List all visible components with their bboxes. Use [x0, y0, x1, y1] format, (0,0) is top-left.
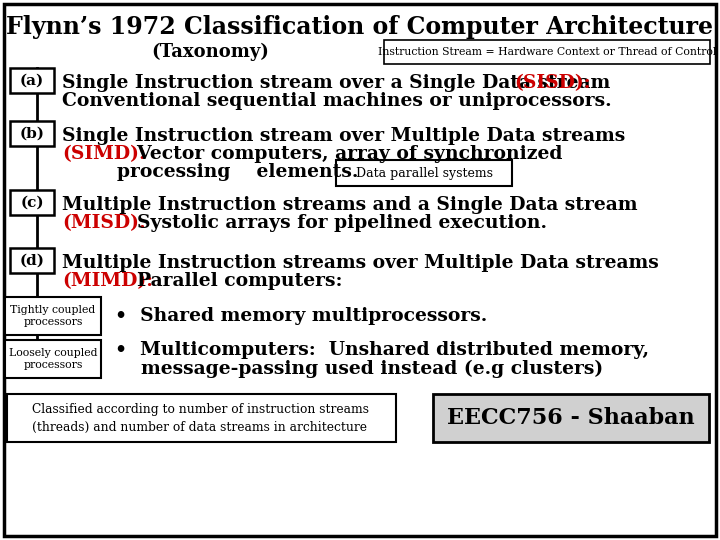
FancyBboxPatch shape	[10, 121, 54, 146]
Text: Classified according to number of instruction streams
(threads) and number of da: Classified according to number of instru…	[32, 402, 369, 434]
Text: Flynn’s 1972 Classification of Computer Architecture: Flynn’s 1972 Classification of Computer …	[6, 15, 714, 39]
FancyBboxPatch shape	[433, 394, 709, 442]
Text: Parallel computers:: Parallel computers:	[124, 272, 343, 290]
FancyBboxPatch shape	[384, 40, 710, 64]
Text: (SISD):: (SISD):	[514, 74, 590, 92]
FancyBboxPatch shape	[4, 4, 716, 536]
Text: message-passing used instead (e.g clusters): message-passing used instead (e.g cluste…	[115, 360, 603, 378]
FancyBboxPatch shape	[10, 68, 54, 93]
Text: (a): (a)	[20, 73, 44, 87]
Text: (SIMD):: (SIMD):	[62, 145, 146, 163]
Text: (MIMD):: (MIMD):	[62, 272, 153, 290]
Text: Loosely coupled
processors: Loosely coupled processors	[9, 348, 97, 370]
FancyBboxPatch shape	[5, 340, 101, 378]
Text: (MISD):: (MISD):	[62, 214, 146, 232]
Text: Conventional sequential machines or uniprocessors.: Conventional sequential machines or unip…	[62, 92, 611, 110]
FancyBboxPatch shape	[10, 248, 54, 273]
Text: •  Shared memory multiprocessors.: • Shared memory multiprocessors.	[115, 307, 487, 325]
Text: EECC756 - Shaaban: EECC756 - Shaaban	[447, 407, 695, 429]
FancyBboxPatch shape	[336, 160, 512, 186]
Text: Instruction Stream = Hardware Context or Thread of Control: Instruction Stream = Hardware Context or…	[378, 47, 716, 57]
Text: Data parallel systems: Data parallel systems	[356, 166, 492, 179]
Text: processing    elements.: processing elements.	[117, 163, 359, 181]
Text: Multiple Instruction streams over Multiple Data streams: Multiple Instruction streams over Multip…	[62, 254, 659, 272]
Text: Tightly coupled
processors: Tightly coupled processors	[10, 305, 96, 327]
Text: Single Instruction stream over Multiple Data streams: Single Instruction stream over Multiple …	[62, 127, 625, 145]
Text: Single Instruction stream over a Single Data stream: Single Instruction stream over a Single …	[62, 74, 617, 92]
Text: Multiple Instruction streams and a Single Data stream: Multiple Instruction streams and a Singl…	[62, 196, 637, 214]
Text: •  Multicomputers:  Unshared distributed memory,: • Multicomputers: Unshared distributed m…	[115, 341, 649, 359]
FancyBboxPatch shape	[7, 394, 396, 442]
Text: Systolic arrays for pipelined execution.: Systolic arrays for pipelined execution.	[124, 214, 547, 232]
FancyBboxPatch shape	[5, 297, 101, 335]
Text: Vector computers, array of synchronized: Vector computers, array of synchronized	[124, 145, 562, 163]
Text: (Taxonomy): (Taxonomy)	[151, 43, 269, 61]
FancyBboxPatch shape	[10, 190, 54, 215]
Text: (b): (b)	[19, 126, 45, 140]
Text: (c): (c)	[20, 195, 44, 210]
Text: (d): (d)	[19, 253, 45, 267]
